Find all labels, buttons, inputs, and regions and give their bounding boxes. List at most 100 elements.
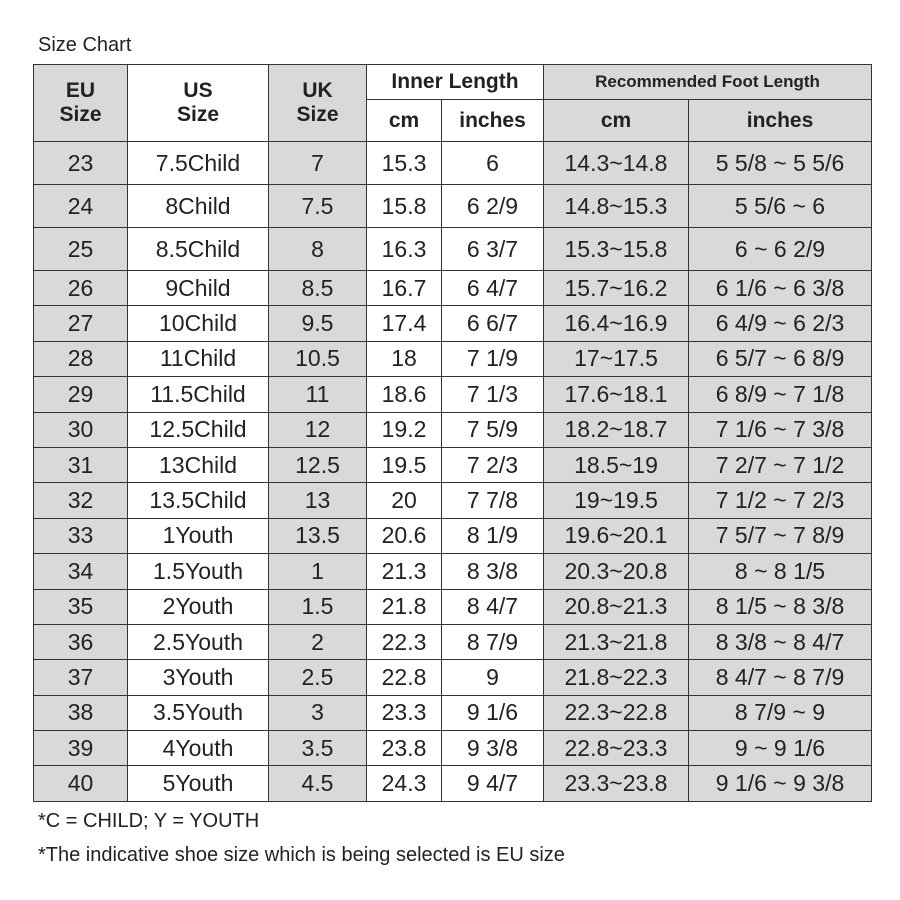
cell-eu-size: 29 [33, 376, 128, 413]
cell-foot-inches: 6 1/6 ~ 6 3/8 [688, 269, 872, 307]
header-uk-line2: Size [296, 103, 339, 126]
table-row: 28 11Child 10.5 18 7 1/9 17~17.5 6 5/7 ~ 6 8/9 [33, 340, 872, 378]
cell-foot-inches: 6 ~ 6 2/9 [688, 227, 872, 271]
cell-eu-size: 31 [33, 446, 128, 484]
cell-us-size: 5Youth [127, 765, 269, 802]
header-eu-line2: Size [59, 103, 102, 126]
cell-uk-size: 13 [268, 482, 367, 519]
cell-us-size: 11Child [127, 340, 269, 378]
cell-eu-size: 40 [33, 765, 128, 802]
header-us-line2: Size [176, 103, 220, 126]
header-foot-cm: cm [543, 99, 689, 142]
cell-foot-cm: 16.4~16.9 [543, 305, 689, 342]
table-row: 38 3.5Youth 3 23.3 9 1/6 22.3~22.8 8 7/9 ~ 9 [33, 694, 872, 732]
cell-us-size: 2.5Youth [127, 623, 269, 661]
cell-inner-cm: 19.2 [366, 411, 442, 448]
cell-foot-cm: 20.3~20.8 [543, 553, 689, 590]
cell-uk-size: 3 [268, 694, 367, 732]
cell-eu-size: 39 [33, 730, 128, 767]
chart-title: Size Chart [38, 34, 132, 56]
header-inner-cm: cm [366, 99, 442, 142]
cell-eu-size: 37 [33, 659, 128, 696]
header-eu-size: EU Size [33, 64, 128, 142]
cell-uk-size: 4.5 [268, 765, 367, 802]
cell-inner-inches: 8 3/8 [441, 553, 544, 590]
cell-us-size: 9Child [127, 269, 269, 307]
table-row: 23 7.5Child 7 15.3 6 14.3~14.8 5 5/8 ~ 5 5/6 [33, 141, 872, 185]
cell-us-size: 12.5Child [127, 411, 269, 448]
cell-inner-inches: 7 1/9 [441, 340, 544, 378]
cell-inner-cm: 20.6 [366, 517, 442, 555]
cell-foot-cm: 21.3~21.8 [543, 623, 689, 661]
table-row: 33 1Youth 13.5 20.6 8 1/9 19.6~20.1 7 5/7 ~ 7 … [33, 517, 872, 555]
cell-us-size: 4Youth [127, 730, 269, 767]
cell-foot-cm: 14.8~15.3 [543, 184, 689, 228]
cell-foot-inches: 8 7/9 ~ 9 [688, 694, 872, 732]
cell-foot-inches: 9 ~ 9 1/6 [688, 730, 872, 767]
table-row: 27 10Child 9.5 17.4 6 6/7 16.4~16.9 6 4/9 ~ 6 … [33, 305, 872, 342]
cell-foot-inches: 5 5/8 ~ 5 5/6 [688, 141, 872, 185]
cell-inner-inches: 8 1/9 [441, 517, 544, 555]
table-row: 35 2Youth 1.5 21.8 8 4/7 20.8~21.3 8 1/5 ~ 8 3… [33, 588, 872, 625]
cell-foot-cm: 18.2~18.7 [543, 411, 689, 448]
cell-foot-inches: 7 1/2 ~ 7 2/3 [688, 482, 872, 519]
table-row: 29 11.5Child 11 18.6 7 1/3 17.6~18.1 6 8/9 ~ 7… [33, 376, 872, 413]
table-row: 39 4Youth 3.5 23.8 9 3/8 22.8~23.3 9 ~ 9 1/6 [33, 730, 872, 767]
cell-eu-size: 25 [33, 227, 128, 271]
table-row: 25 8.5Child 8 16.3 6 3/7 15.3~15.8 6 ~ 6 2/9 [33, 227, 872, 271]
cell-us-size: 11.5Child [127, 376, 269, 413]
cell-uk-size: 1 [268, 553, 367, 590]
header-inner-inches: inches [441, 99, 544, 142]
cell-foot-cm: 19~19.5 [543, 482, 689, 519]
header-foot-inches: inches [688, 99, 872, 142]
cell-foot-inches: 9 1/6 ~ 9 3/8 [688, 765, 872, 802]
cell-foot-inches: 8 ~ 8 1/5 [688, 553, 872, 590]
table-row: 31 13Child 12.5 19.5 7 2/3 18.5~19 7 2/7 ~ 7 1… [33, 446, 872, 484]
cell-inner-inches: 8 4/7 [441, 588, 544, 625]
cell-foot-inches: 6 5/7 ~ 6 8/9 [688, 340, 872, 378]
cell-inner-cm: 20 [366, 482, 442, 519]
cell-eu-size: 36 [33, 623, 128, 661]
table-row: 36 2.5Youth 2 22.3 8 7/9 21.3~21.8 8 3/8 ~ 8 4… [33, 623, 872, 661]
cell-foot-inches: 5 5/6 ~ 6 [688, 184, 872, 228]
cell-foot-cm: 15.3~15.8 [543, 227, 689, 271]
cell-foot-cm: 17.6~18.1 [543, 376, 689, 413]
cell-inner-cm: 24.3 [366, 765, 442, 802]
cell-inner-inches: 7 5/9 [441, 411, 544, 448]
cell-eu-size: 26 [33, 269, 128, 307]
cell-foot-inches: 7 1/6 ~ 7 3/8 [688, 411, 872, 448]
cell-us-size: 3Youth [127, 659, 269, 696]
cell-foot-cm: 22.8~23.3 [543, 730, 689, 767]
cell-uk-size: 12 [268, 411, 367, 448]
cell-foot-inches: 6 4/9 ~ 6 2/3 [688, 305, 872, 342]
cell-inner-cm: 22.3 [366, 623, 442, 661]
header-us-size: US Size [127, 64, 269, 142]
cell-inner-inches: 9 4/7 [441, 765, 544, 802]
cell-inner-inches: 7 1/3 [441, 376, 544, 413]
cell-inner-cm: 16.3 [366, 227, 442, 271]
cell-uk-size: 11 [268, 376, 367, 413]
cell-inner-inches: 7 2/3 [441, 446, 544, 484]
cell-eu-size: 32 [33, 482, 128, 519]
cell-inner-inches: 9 [441, 659, 544, 696]
cell-foot-inches: 6 8/9 ~ 7 1/8 [688, 376, 872, 413]
cell-uk-size: 2.5 [268, 659, 367, 696]
cell-uk-size: 1.5 [268, 588, 367, 625]
header-us-line1: US [183, 79, 213, 102]
table-row: 30 12.5Child 12 19.2 7 5/9 18.2~18.7 7 1/6 ~ 7… [33, 411, 872, 448]
cell-inner-inches: 6 6/7 [441, 305, 544, 342]
cell-uk-size: 3.5 [268, 730, 367, 767]
cell-inner-cm: 23.3 [366, 694, 442, 732]
cell-eu-size: 28 [33, 340, 128, 378]
header-inner-length: Inner Length [366, 64, 544, 100]
cell-eu-size: 34 [33, 553, 128, 590]
cell-uk-size: 2 [268, 623, 367, 661]
note-abbreviations: *C = CHILD; Y = YOUTH [38, 810, 260, 832]
cell-inner-inches: 6 [441, 141, 544, 185]
size-chart-table: EU Size US Size UK Size Inner Length Recomm… [33, 64, 872, 802]
cell-eu-size: 33 [33, 517, 128, 555]
cell-eu-size: 35 [33, 588, 128, 625]
cell-uk-size: 8 [268, 227, 367, 271]
cell-inner-cm: 19.5 [366, 446, 442, 484]
cell-uk-size: 9.5 [268, 305, 367, 342]
